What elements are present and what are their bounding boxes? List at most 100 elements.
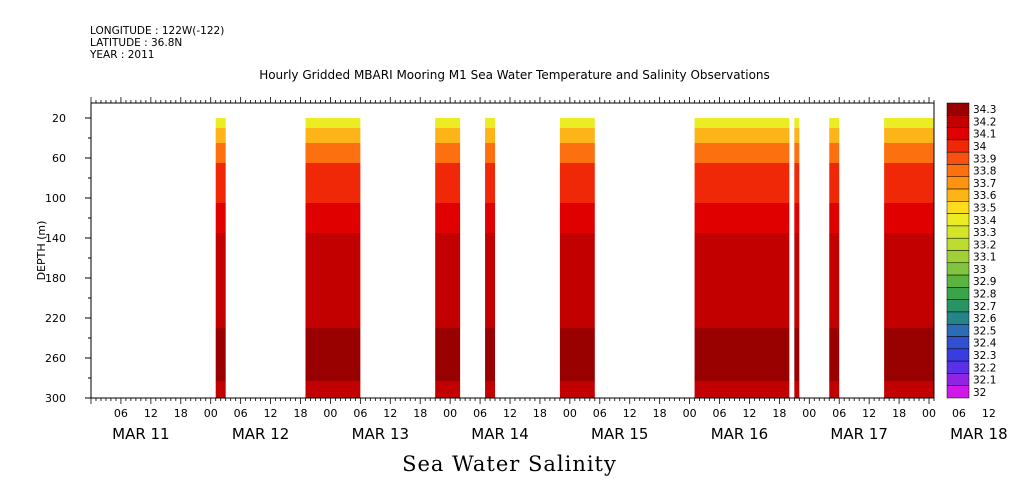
data-cell [794,143,800,163]
y-tick-label: 140 [45,232,66,245]
x-hour-label: 06 [234,407,248,420]
colorbar-swatch [946,262,970,276]
data-cell [305,233,361,328]
data-cell [215,118,226,128]
x-hour-label: 12 [264,407,278,420]
colorbar-label: 32.1 [973,375,996,387]
data-cell [305,128,361,143]
data-cell [884,328,934,381]
data-cell [794,203,800,233]
data-cell [694,143,790,163]
colorbar-label: 32.3 [973,350,996,362]
data-cell [794,128,800,143]
data-cell [215,203,226,233]
data-cell [485,203,496,233]
data-cell [485,143,496,163]
x-hour-label: 12 [383,407,397,420]
data-cell [884,128,934,143]
colorbar-label: 32.2 [973,362,996,374]
colorbar-swatch [946,102,970,116]
colorbar-swatch [946,139,970,153]
data-cell [559,163,595,203]
colorbar: 34.334.234.13433.933.833.733.633.533.433… [946,102,997,399]
data-cell [884,381,934,398]
colorbar-swatch [946,360,970,374]
x-day-label: MAR 17 [830,425,887,443]
x-hour-label: 12 [623,407,637,420]
colorbar-label: 33.2 [973,239,996,251]
colorbar-label: 33.5 [973,202,996,214]
y-tick-label: 60 [52,152,66,165]
data-cell [485,163,496,203]
colorbar-label: 33.6 [973,190,997,202]
y-tick-label: 220 [45,312,66,325]
x-hour-label: 06 [952,407,966,420]
data-cell [829,381,840,398]
data-cell [435,143,461,163]
x-day-label: MAR 18 [950,425,1007,443]
data-cell [435,233,461,328]
x-day-label: MAR 16 [711,425,768,443]
plot-frame [90,102,935,399]
latitude-label: LATITUDE : 36.8N [90,37,183,49]
x-hour-label: 18 [533,407,547,420]
data-cell [829,143,840,163]
data-cell [794,381,800,398]
colorbar-swatch [946,127,970,141]
x-hour-label: 06 [593,407,607,420]
data-cell [829,328,840,381]
y-tick-label: 180 [45,272,66,285]
data-cell [559,203,595,233]
axes: 20 60 100 140 180 220 260 300 DEPTH (m) 06 12 18 00 0… [35,97,1008,443]
longitude-label: LONGITUDE : 122W(-122) [90,25,225,37]
data-cell [794,233,800,328]
x-hour-label: 00 [563,407,577,420]
colorbar-label: 33.3 [973,227,996,239]
y-tick-label: 260 [45,352,66,365]
colorbar-swatch [946,237,970,251]
data-cell [694,233,790,328]
x-hour-label: 06 [353,407,367,420]
data-cell [829,233,840,328]
colorbar-label: 34.2 [973,116,996,128]
data-cell [884,163,934,203]
colorbar-swatch [946,311,970,325]
x-day-label: MAR 12 [232,425,289,443]
data-cell [559,143,595,163]
data-cell [884,233,934,328]
data-cell [794,328,800,381]
data-cell [485,233,496,328]
data-cell [559,381,595,398]
data-cell [694,163,790,203]
data-cell [694,128,790,143]
data-cell [694,118,790,128]
colorbar-swatch [946,201,970,214]
data-cell [305,118,361,128]
x-day-label: MAR 14 [471,425,528,443]
data-cell [694,203,790,233]
y-tick-label: 20 [52,112,66,125]
colorbar-label: 33.8 [973,166,996,178]
x-hour-label: 06 [713,407,727,420]
colorbar-swatch [946,151,970,165]
colorbar-label: 34.3 [973,104,996,116]
x-hour-label: 12 [982,407,996,420]
colorbar-swatch [946,373,970,386]
colorbar-label: 33.7 [973,178,996,190]
data-cell [215,381,226,398]
data-cell [794,163,800,203]
x-hour-label: 12 [144,407,158,420]
colorbar-label: 32.8 [973,289,996,301]
data-cell [435,203,461,233]
colorbar-swatch [946,287,970,300]
x-hour-label: 18 [174,407,188,420]
chart-title: Hourly Gridded MBARI Mooring M1 Sea Wate… [259,68,770,82]
data-cell [305,381,361,398]
colorbar-swatch [946,250,970,264]
colorbar-swatch [946,336,970,350]
x-hour-label: 12 [862,407,876,420]
colorbar-label: 34.1 [973,129,996,141]
x-hour-label: 18 [653,407,667,420]
colorbar-swatch [946,299,970,313]
x-day-label: MAR 13 [352,425,409,443]
